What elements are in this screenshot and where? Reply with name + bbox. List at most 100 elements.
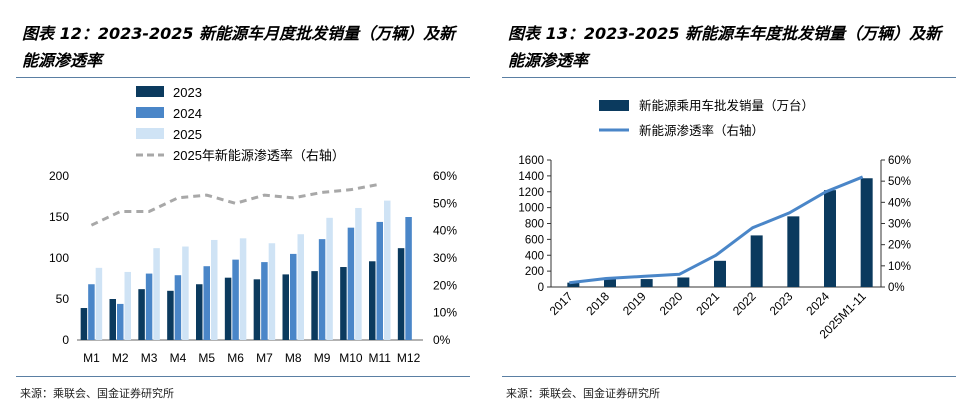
bar-2025 [211,239,218,340]
penetration-rate-line [569,175,864,285]
source-note: 来源：乘联会、国金证券研究所 [20,387,174,400]
bar-2023 [253,279,261,340]
y-tick-label: 1600 [518,155,544,167]
y-tick-label: 50 [56,292,70,306]
x-tick-label: M9 [314,351,331,365]
y2-tick-label: 60% [888,155,911,167]
bar-2024 [174,275,182,340]
bar-2024 [376,221,383,340]
bar-2023 [80,308,88,340]
chart-title: 图表 12：2023-2025 新能源车月度批发销量（万辆）及新能源渗透率 [22,24,456,70]
title-divider [16,77,470,78]
y-tick-label: 1000 [518,203,544,215]
bar-2024 [145,273,153,340]
x-tick-label: M4 [170,351,187,365]
bar-2023 [138,289,145,340]
bar-2023 [109,299,116,340]
y2-tick-label: 0% [433,333,451,347]
bar-2023 [397,248,405,340]
y2-tick-label: 10% [888,261,911,273]
bar-2024 [232,259,239,340]
x-tick-label: M12 [397,351,421,365]
x-tick-label: M10 [339,351,363,365]
bar-2025 [268,243,276,340]
y-tick-label: 1400 [518,171,544,183]
footer-divider [16,376,470,377]
bar-2024 [405,217,412,340]
bar-2025 [239,238,247,340]
bar-annual-sales [677,277,690,287]
legend-label: 2023 [173,85,202,100]
y2-tick-label: 40% [433,224,457,238]
legend-swatch [599,100,629,111]
bar-annual-sales [787,216,800,287]
bar-annual-sales [714,260,726,287]
bar-annual-sales [604,279,616,287]
chart-panel-monthly: 图表 12：2023-2025 新能源车月度批发销量（万辆）及新能源渗透率 0 5… [0,0,478,415]
x-tick-label: 2023 [767,289,796,318]
y2-tick-label: 60% [433,169,457,183]
footer-divider [502,376,956,377]
y2-tick-label: 10% [433,306,457,320]
bar-2025 [384,200,391,340]
bar-annual-sales [860,178,873,287]
y-tick-label: 0 [62,333,69,347]
bar-2024 [88,284,95,340]
x-tick-label: M5 [198,351,215,365]
bar-2023 [340,267,347,340]
bar-2025 [326,217,333,340]
bar-annual-sales [824,190,836,287]
bar-2023 [167,290,174,340]
chart-title: 图表 13：2023-2025 新能源车年度批发销量（万辆）及新能源渗透率 [508,24,942,70]
y-tick-label: 1200 [518,187,544,199]
x-tick-label: 2017 [547,289,576,318]
legend-label: 2025 [173,127,202,142]
bar-2024 [203,266,210,340]
x-tick-label: 2018 [583,289,612,318]
bar-2024 [117,303,124,340]
y2-tick-label: 20% [433,278,457,292]
x-tick-label: M6 [227,351,244,365]
y-tick-label: 600 [525,234,544,246]
x-tick-label: M1 [83,351,100,365]
x-tick-label: 2019 [620,289,649,318]
bar-2023 [224,277,232,340]
bar-2025 [153,248,160,340]
bar-annual-sales [750,235,763,287]
y2-tick-label: 30% [433,251,457,265]
title-divider [502,77,956,78]
bar-2025 [124,271,131,340]
bar-2023 [282,274,289,340]
penetration-rate-line [90,182,381,227]
source-note: 来源：乘联会、国金证券研究所 [506,387,660,400]
legend-label: 新能源乘用车批发销量（万台） [639,98,814,113]
bar-2025 [297,234,304,340]
legend-swatch [136,86,164,97]
x-tick-label: 2022 [730,289,759,318]
bar-2025 [95,267,103,340]
y2-tick-label: 50% [888,176,911,188]
bar-2025 [355,207,362,340]
x-tick-label: M3 [141,351,158,365]
y2-tick-label: 30% [888,219,911,231]
monthly-sales-chart: 0 50 100 150 200 0% 10% 20% 30% 40% 50% 60% M1 M2 M3 M4… [49,85,457,365]
annual-sales-chart: 0 200 400 600 800 1000 1200 1400 1600 0% 10% 20% 30%… [518,98,911,341]
x-tick-label: M2 [112,351,129,365]
y-tick-label: 800 [525,219,544,231]
bar-2024 [347,227,355,340]
bar-annual-sales [640,279,653,287]
y2-tick-label: 40% [888,197,911,209]
x-tick-label: 2021 [693,289,722,318]
bar-2023 [311,271,318,340]
bar-annual-sales [567,282,580,287]
bar-2024 [290,253,297,340]
bar-2023 [196,284,203,340]
x-tick-label: M7 [256,351,273,365]
legend-swatch [136,128,164,139]
y-tick-label: 150 [49,210,69,224]
bar-2024 [261,262,268,340]
y-tick-label: 200 [49,169,69,183]
y2-tick-label: 20% [888,240,911,252]
x-tick-label: M8 [285,351,302,365]
